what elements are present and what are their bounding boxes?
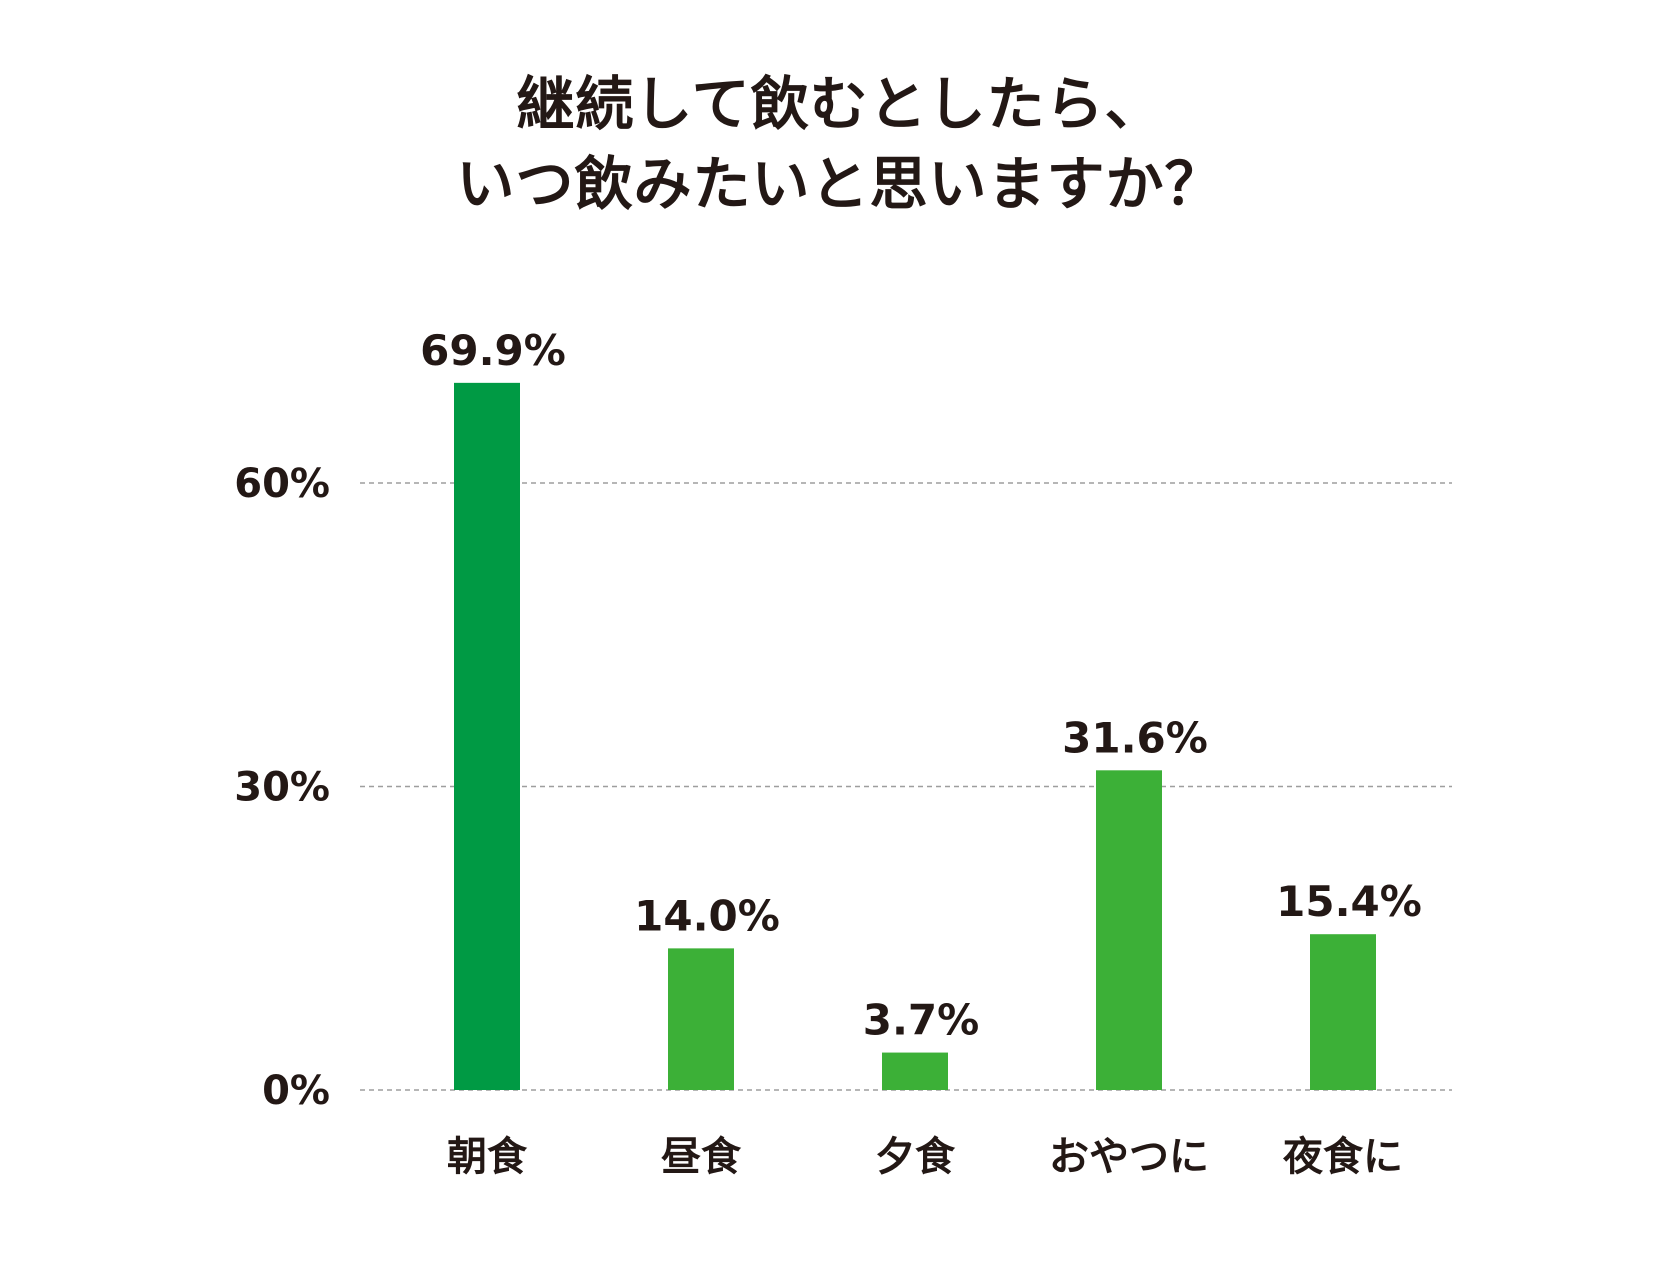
category-label: 朝食 — [447, 1134, 528, 1180]
category-label: 昼食 — [661, 1134, 742, 1180]
y-tick-label: 30% — [234, 765, 330, 811]
chart-title: 継続して飲むとしたら、 いつ飲みたいと思いますか？ — [0, 64, 1680, 224]
value-label: 31.6% — [1062, 713, 1208, 762]
value-labels: 69.9% 14.0% 3.7% 31.6% 15.4% — [420, 326, 1422, 1045]
chart-title-line-1: 継続して飲むとしたら、 — [516, 70, 1164, 138]
value-label: 14.0% — [634, 891, 780, 940]
value-label: 3.7% — [863, 996, 979, 1045]
category-label: 夜食に — [1282, 1134, 1403, 1180]
bar — [882, 1052, 948, 1090]
y-axis-tick-labels: 0% 30% 60% — [234, 461, 330, 1114]
bar — [1096, 770, 1162, 1090]
y-tick-label: 0% — [262, 1068, 330, 1114]
category-label: おやつに — [1049, 1134, 1209, 1180]
y-tick-label: 60% — [234, 461, 330, 507]
value-label: 69.9% — [420, 326, 566, 375]
category-label: 夕食 — [875, 1134, 956, 1180]
gridlines — [360, 482, 1452, 1091]
bar — [454, 382, 520, 1091]
bar — [668, 948, 734, 1090]
value-label: 15.4% — [1276, 877, 1422, 926]
bar — [1310, 934, 1376, 1090]
category-labels: 朝食 昼食 夕食 おやつに 夜食に — [447, 1134, 1403, 1180]
bars — [454, 382, 1376, 1091]
chart-title-line-2: いつ飲みたいと思いますか？ — [456, 150, 1224, 218]
